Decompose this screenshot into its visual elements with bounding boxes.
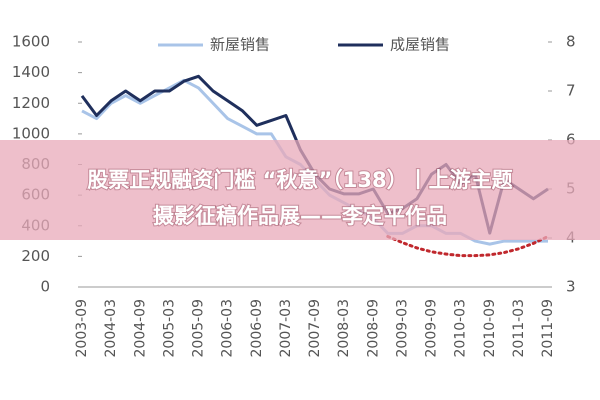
- y-tick-label: 1400: [12, 63, 50, 81]
- x-tick-label: 2007-03: [278, 299, 294, 358]
- legend-label: 成屋销售: [390, 36, 450, 54]
- y2-tick-label: 8: [566, 33, 576, 51]
- y-tick-label: 1000: [12, 124, 50, 142]
- y-tick-label: 200: [21, 247, 50, 265]
- x-tick-label: 2008-03: [336, 299, 352, 358]
- banner-band: [0, 140, 600, 240]
- x-tick-label: 2010-03: [453, 299, 469, 358]
- x-tick-label: 2003-09: [74, 299, 90, 358]
- y2-tick-label: 7: [566, 82, 576, 100]
- x-tick-label: 2004-03: [103, 299, 119, 358]
- x-tick-label: 2006-03: [220, 299, 236, 358]
- x-tick-label: 2005-03: [161, 299, 177, 358]
- x-tick-label: 2004-09: [132, 299, 148, 358]
- x-tick-label: 2011-09: [540, 299, 556, 358]
- x-tick-label: 2007-09: [307, 299, 323, 358]
- y-tick-label: 1200: [12, 94, 50, 112]
- x-tick-label: 2005-09: [191, 299, 207, 358]
- y-tick-label: 0: [40, 278, 50, 296]
- y2-tick-label: 6: [566, 131, 576, 149]
- x-tick-label: 2006-09: [249, 299, 265, 358]
- x-tick-label: 2011-03: [511, 299, 527, 358]
- legend-label: 新屋销售: [210, 36, 270, 54]
- x-tick-label: 2008-09: [365, 299, 381, 358]
- banner-line: 摄影征稿作品展——李定平作品: [153, 204, 447, 228]
- x-tick-label: 2010-09: [482, 299, 498, 358]
- x-tick-label: 2009-09: [424, 299, 440, 358]
- x-tick-label: 2009-03: [394, 299, 410, 358]
- banner-line: 股票正规融资门槛 “秋意”（138）丨上游主题: [87, 168, 513, 192]
- series-line: [386, 234, 550, 258]
- y2-tick-label: 3: [566, 278, 576, 296]
- y-tick-label: 1600: [12, 33, 50, 51]
